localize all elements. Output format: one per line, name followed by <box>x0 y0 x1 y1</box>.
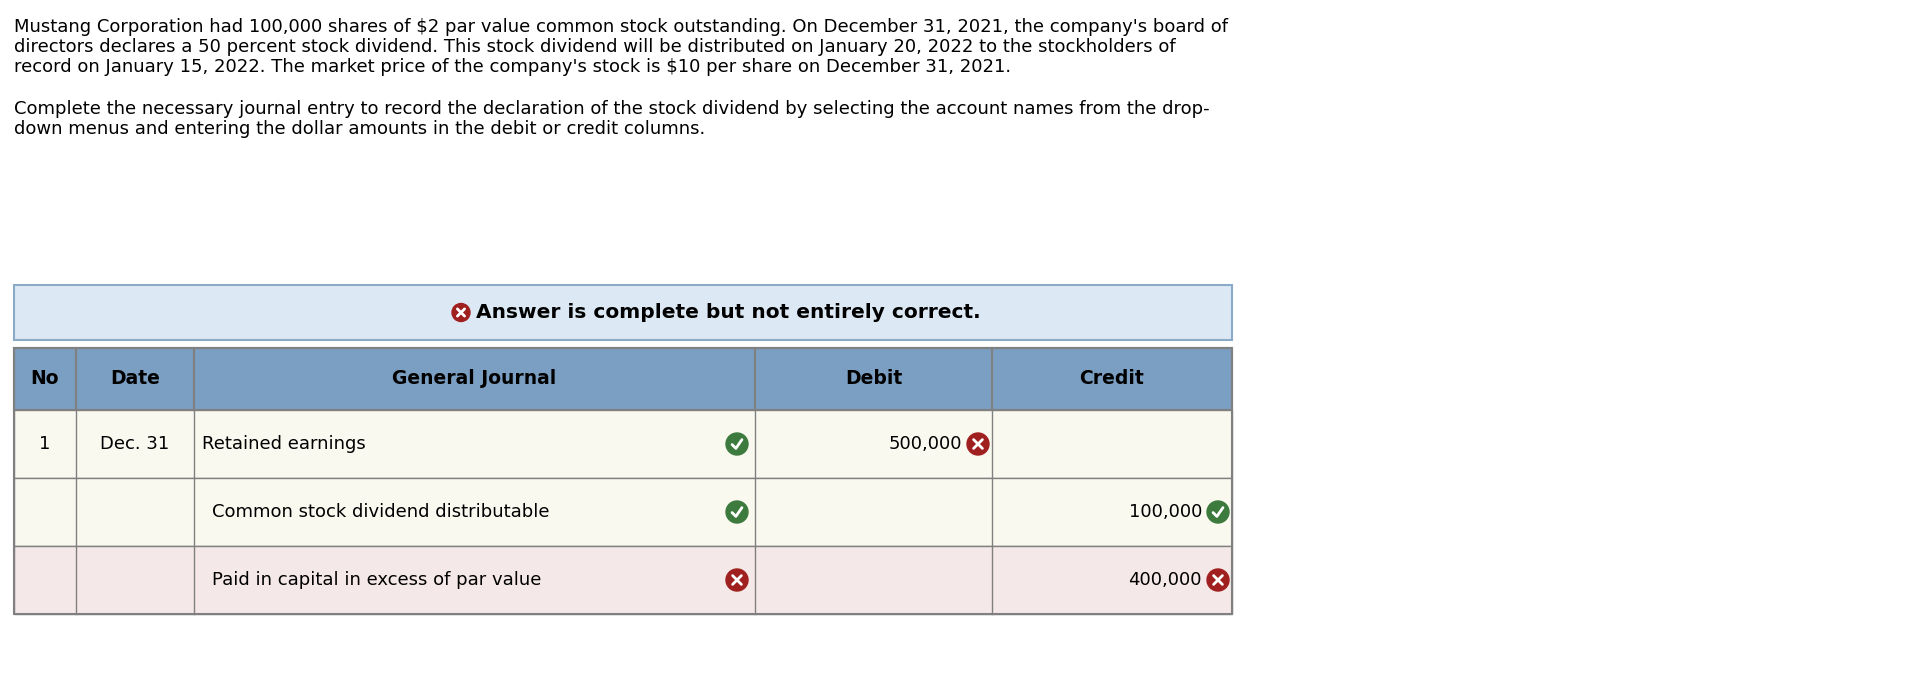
Text: Retained earnings: Retained earnings <box>203 435 366 453</box>
Text: Paid in capital in excess of par value: Paid in capital in excess of par value <box>212 571 542 589</box>
Circle shape <box>725 569 748 591</box>
Text: record on January 15, 2022. The market price of the company's stock is $10 per s: record on January 15, 2022. The market p… <box>13 58 1011 76</box>
FancyBboxPatch shape <box>13 478 1233 546</box>
Circle shape <box>452 304 471 321</box>
Text: Credit: Credit <box>1079 370 1145 388</box>
Text: Date: Date <box>111 370 161 388</box>
Circle shape <box>725 433 748 455</box>
FancyBboxPatch shape <box>13 285 1233 340</box>
Text: Complete the necessary journal entry to record the declaration of the stock divi: Complete the necessary journal entry to … <box>13 100 1210 118</box>
Text: No: No <box>31 370 59 388</box>
Text: Answer is complete but not entirely correct.: Answer is complete but not entirely corr… <box>477 303 980 322</box>
Text: 500,000: 500,000 <box>888 435 963 453</box>
Text: Debit: Debit <box>844 370 901 388</box>
Text: Dec. 31: Dec. 31 <box>100 435 170 453</box>
Text: General Journal: General Journal <box>392 370 557 388</box>
FancyBboxPatch shape <box>13 410 1233 478</box>
Text: Common stock dividend distributable: Common stock dividend distributable <box>212 503 549 521</box>
Text: 100,000: 100,000 <box>1129 503 1202 521</box>
FancyBboxPatch shape <box>13 546 1233 614</box>
Circle shape <box>725 501 748 523</box>
Text: directors declares a 50 percent stock dividend. This stock dividend will be dist: directors declares a 50 percent stock di… <box>13 38 1175 56</box>
Circle shape <box>1208 501 1229 523</box>
FancyBboxPatch shape <box>13 348 1233 410</box>
Circle shape <box>967 433 990 455</box>
Text: 400,000: 400,000 <box>1129 571 1202 589</box>
Text: Mustang Corporation had 100,000 shares of $2 par value common stock outstanding.: Mustang Corporation had 100,000 shares o… <box>13 18 1229 36</box>
Text: down menus and entering the dollar amounts in the debit or credit columns.: down menus and entering the dollar amoun… <box>13 120 704 138</box>
Text: 1: 1 <box>40 435 50 453</box>
Circle shape <box>1208 569 1229 591</box>
